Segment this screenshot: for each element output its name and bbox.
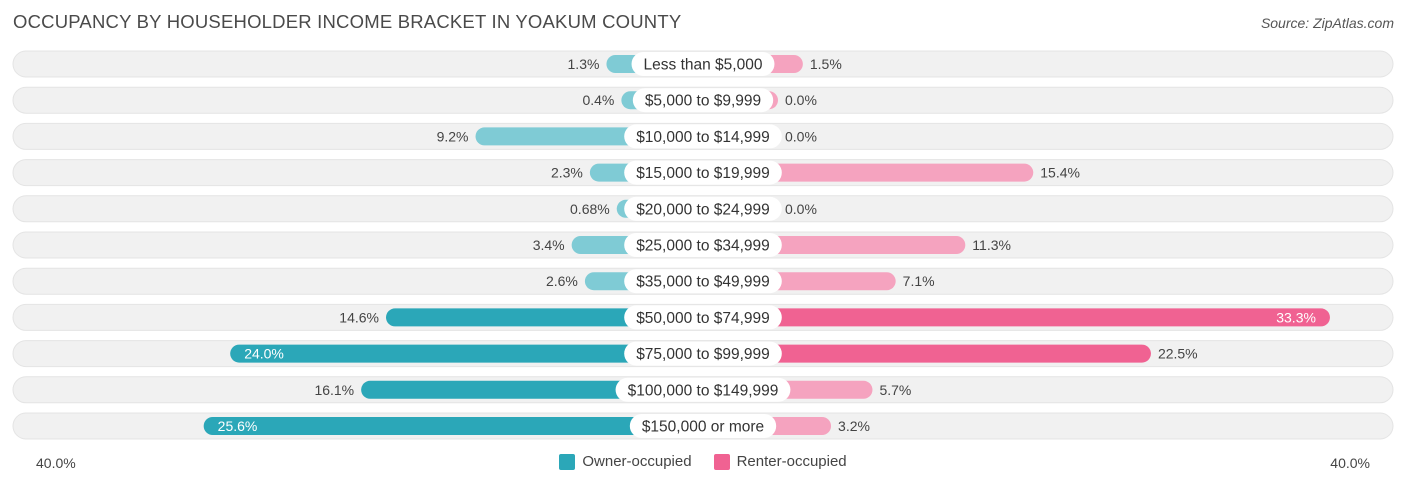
renter-value-label: 11.3% <box>972 237 1011 253</box>
legend-item-owner[interactable]: Owner-occupied <box>559 453 692 470</box>
legend-renter-label: Renter-occupied <box>736 453 847 470</box>
owner-value-label: 0.4% <box>582 92 614 108</box>
renter-value-label: 15.4% <box>1040 165 1080 181</box>
owner-value-label: 14.6% <box>339 309 379 325</box>
owner-bar <box>203 417 703 435</box>
category-label: $25,000 to $34,999 <box>636 238 770 255</box>
renter-bar <box>703 344 1151 363</box>
category-pill <box>624 341 782 366</box>
owner-bar <box>386 308 703 327</box>
renter-value-label: 7.1% <box>903 273 935 289</box>
category-pill <box>624 233 782 257</box>
category-label: $10,000 to $14,999 <box>636 129 770 146</box>
renter-value-label: 33.3% <box>1276 309 1316 325</box>
legend: Owner-occupied Renter-occupied <box>0 453 1406 470</box>
category-label: $50,000 to $74,999 <box>636 310 770 327</box>
category-pill <box>624 305 782 330</box>
category-label: $5,000 to $9,999 <box>645 93 761 110</box>
chart-title: OCCUPANCY BY HOUSEHOLDER INCOME BRACKET … <box>13 11 682 32</box>
owner-value-label: 16.1% <box>314 382 354 398</box>
category-label: Less than $5,000 <box>644 57 763 74</box>
axis-right-label: 40.0% <box>1330 455 1370 471</box>
renter-swatch-icon <box>713 453 730 470</box>
category-pill <box>624 160 782 185</box>
renter-value-label: 3.2% <box>838 418 870 434</box>
category-pill <box>629 414 777 438</box>
owner-bar <box>230 344 703 363</box>
owner-value-label: 0.68% <box>570 201 610 217</box>
category-pill <box>624 124 782 149</box>
renter-value-label: 0.0% <box>785 128 817 144</box>
renter-value-label: 22.5% <box>1158 346 1198 362</box>
category-pill <box>632 88 774 113</box>
category-label: $100,000 to $149,999 <box>628 382 779 399</box>
renter-value-label: 0.0% <box>785 201 817 217</box>
owner-value-label: 25.6% <box>218 418 258 434</box>
category-label: $75,000 to $99,999 <box>636 346 770 363</box>
axis-left-label: 40.0% <box>36 455 76 471</box>
renter-value-label: 1.5% <box>810 56 842 72</box>
category-label: $20,000 to $24,999 <box>636 201 770 218</box>
renter-value-label: 0.0% <box>785 92 817 108</box>
category-pill <box>631 52 775 76</box>
owner-value-label: 1.3% <box>568 56 600 72</box>
renter-value-label: 5.7% <box>879 382 911 398</box>
owner-value-label: 24.0% <box>244 346 284 362</box>
legend-item-renter[interactable]: Renter-occupied <box>713 453 847 470</box>
owner-swatch-icon <box>559 453 576 470</box>
owner-value-label: 2.3% <box>551 165 583 181</box>
renter-bar <box>703 308 1330 327</box>
owner-value-label: 2.6% <box>546 273 578 289</box>
legend-owner-label: Owner-occupied <box>582 453 692 470</box>
renter-bar <box>703 163 1034 182</box>
owner-value-label: 9.2% <box>437 128 469 144</box>
owner-value-label: 3.4% <box>533 237 565 253</box>
source-note: Source: ZipAtlas.com <box>1260 15 1394 31</box>
category-label: $150,000 or more <box>642 419 764 436</box>
category-pill <box>615 377 791 402</box>
category-label: $15,000 to $19,999 <box>636 165 770 182</box>
category-pill <box>624 196 782 221</box>
category-label: $35,000 to $49,999 <box>636 274 770 291</box>
category-pill <box>624 269 782 294</box>
